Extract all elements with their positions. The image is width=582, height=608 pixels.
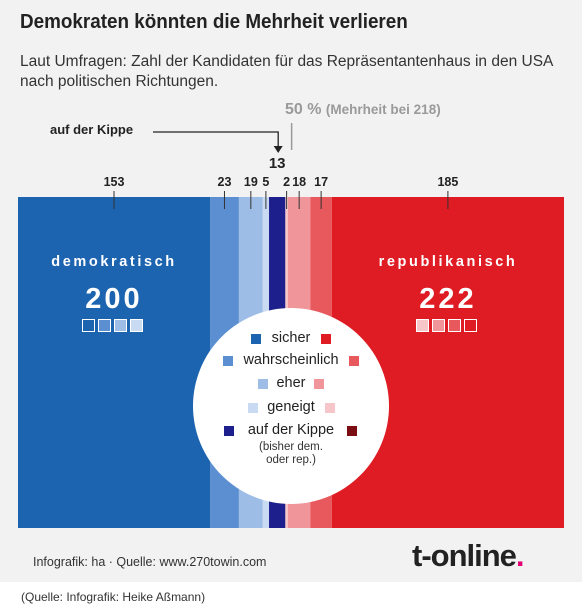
rep-squares	[332, 319, 564, 337]
majority-percent: 50 %	[285, 101, 322, 118]
legend-swatch-dem-kippe	[223, 425, 235, 437]
rep-square-geneigt	[416, 319, 429, 332]
rep-square-wahrscheinlich	[448, 319, 461, 332]
dem-square-eher	[114, 319, 127, 332]
dem-side-label: demokratisch	[51, 254, 177, 270]
dem-square-sicher	[82, 319, 95, 332]
dem-squares	[18, 319, 210, 337]
logo-dot: .	[515, 538, 525, 573]
rep-side-label: republikanisch	[378, 254, 518, 270]
legend-swatch-dem-wahrscheinlich	[222, 355, 234, 367]
tossup-annotation: auf der Kippe	[50, 122, 134, 137]
legend-label-kippe: auf der Kippe	[247, 422, 335, 438]
value-label-dem-safe: 153	[104, 175, 125, 189]
value-label-rep-tilt: 2	[283, 175, 290, 189]
value-label-rep-lean: 18	[292, 175, 306, 189]
footer-credit: Infografik: ha · Quelle: www.270towin.co…	[33, 555, 267, 569]
value-label-dem-lean: 19	[244, 175, 258, 189]
value-label-rep-likely: 17	[314, 175, 328, 189]
tossup-pointer-arrowhead	[273, 146, 283, 153]
value-label-tossup: 13	[269, 155, 286, 172]
legend-label-geneigt: geneigt	[267, 399, 315, 415]
t-online-logo: t-online.	[412, 538, 525, 574]
majority-note: (Mehrheit bei 218)	[325, 102, 441, 117]
legend-swatch-rep-sicher	[320, 333, 332, 345]
chart-subtitle: Laut Umfragen: Zahl der Kandidaten für d…	[20, 53, 553, 90]
tossup-pointer-line	[153, 131, 279, 148]
majority-annotation: 50 % (Mehrheit bei 218)	[285, 101, 441, 119]
rep-square-eher	[432, 319, 445, 332]
legend-label-wahrscheinlich: wahrscheinlich	[243, 352, 339, 368]
dem-square-geneigt	[130, 319, 143, 332]
chart-title: Demokraten könnten die Mehrheit verliere…	[20, 10, 408, 33]
legend: sicher wahrscheinlich eher geneigt auf d…	[193, 308, 389, 504]
bar-segment-dem-safe	[18, 197, 211, 528]
legend-swatch-rep-geneigt	[324, 402, 336, 414]
rep-total: 222	[419, 283, 477, 315]
rep-square-sicher	[464, 319, 477, 332]
legend-kippe-note-2: oder rep.)	[266, 454, 316, 466]
legend-label-sicher: sicher	[271, 330, 311, 346]
logo-text: t-online	[412, 538, 517, 573]
legend-swatch-dem-sicher	[250, 333, 262, 345]
legend-swatch-dem-geneigt	[247, 402, 259, 414]
legend-swatch-rep-kippe	[346, 425, 358, 437]
value-label-dem-likely: 23	[218, 175, 232, 189]
legend-swatch-dem-eher	[257, 378, 269, 390]
source-caption: (Quelle: Infografik: Heike Aßmann)	[21, 590, 206, 604]
legend-swatch-rep-eher	[313, 378, 325, 390]
legend-swatch-rep-wahrscheinlich	[348, 355, 360, 367]
dem-total: 200	[85, 283, 143, 315]
value-label-dem-tilt: 5	[262, 175, 269, 189]
dem-square-wahrscheinlich	[98, 319, 111, 332]
legend-kippe-note-1: (bisher dem.	[259, 441, 323, 453]
legend-label-eher: eher	[276, 375, 306, 391]
value-label-rep-safe: 185	[437, 175, 458, 189]
